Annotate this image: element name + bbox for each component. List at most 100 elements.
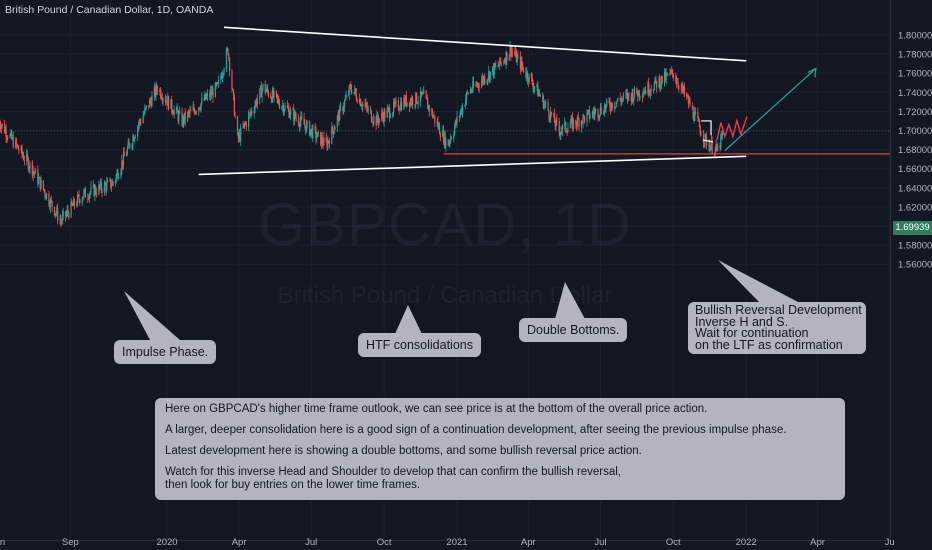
candle-body: [605, 104, 607, 110]
candle-body: [477, 83, 479, 87]
y-tick-label: 1.56000: [898, 260, 932, 271]
callout-pointer-htf: [395, 305, 422, 334]
y-tick-label: 1.64000: [898, 183, 932, 194]
candle-body: [477, 83, 479, 86]
callout-bullish-reversal[interactable]: Bullish Reversal Development Inverse H a…: [688, 302, 866, 354]
candle-body: [661, 75, 663, 83]
candle-body: [558, 121, 560, 132]
candle-body: [67, 209, 69, 214]
candle-body: [292, 109, 294, 111]
candle-body: [358, 99, 361, 103]
candle-body: [442, 130, 444, 137]
candle-body: [59, 219, 61, 221]
candle-body: [660, 75, 663, 85]
candle-body: [370, 108, 372, 111]
candle-body: [68, 213, 70, 218]
x-tick-label: 2020: [156, 537, 177, 548]
candle-body: [627, 92, 629, 100]
candle-body: [150, 101, 152, 107]
candle-body: [215, 83, 217, 86]
candle-body: [148, 99, 151, 108]
candle-body: [95, 187, 97, 193]
candle-body: [565, 130, 567, 132]
candle-body: [354, 88, 356, 93]
candle-body: [392, 112, 394, 117]
candle-body: [128, 141, 130, 144]
candle-body: [409, 99, 411, 107]
candle-body: [393, 101, 395, 113]
candle-body: [6, 137, 8, 139]
candle-body: [691, 106, 693, 108]
candle-body: [15, 139, 17, 148]
candle-body: [57, 208, 59, 221]
candle-body: [422, 93, 424, 95]
candle-body: [398, 109, 400, 111]
candle-body: [115, 174, 117, 181]
candle-body: [603, 106, 605, 115]
candle-body: [665, 73, 667, 80]
candle-body: [328, 140, 330, 142]
candle-body: [164, 98, 167, 102]
candle-body: [18, 149, 20, 151]
candle-body: [614, 106, 617, 108]
candle-body: [199, 108, 201, 110]
candle-body: [570, 118, 572, 125]
candle-body: [81, 198, 83, 203]
candle-body: [680, 87, 682, 89]
candle-body: [267, 87, 269, 92]
candle-body: [537, 84, 539, 97]
candle-body: [526, 71, 528, 78]
candle-body: [699, 127, 701, 135]
candle-body: [171, 99, 173, 111]
candle-body: [638, 90, 640, 97]
candle-body: [198, 107, 201, 109]
candle-body: [683, 86, 685, 91]
candle-body: [347, 94, 350, 96]
candle-body: [238, 133, 240, 139]
x-tick-label: 2022: [736, 537, 757, 548]
candle-body: [419, 91, 422, 102]
candle-body: [403, 98, 405, 110]
candle-body: [243, 123, 245, 127]
candle-body: [304, 124, 306, 127]
candle-body: [332, 126, 334, 131]
candle-body: [182, 116, 184, 126]
candle-body: [410, 99, 412, 104]
candle-body: [660, 84, 662, 88]
candle-body: [705, 136, 708, 147]
candle-body: [472, 81, 474, 91]
candle-body: [460, 108, 462, 113]
callout-htf-consolidations[interactable]: HTF consolidations: [358, 333, 481, 357]
callout-pointer-bullish: [718, 260, 800, 303]
candle-body: [411, 97, 413, 104]
candle-body: [373, 116, 375, 123]
candle-body: [464, 105, 466, 107]
analysis-note[interactable]: Here on GBPCAD's higher time frame outlo…: [155, 398, 845, 500]
candle-body: [459, 112, 461, 117]
y-tick-label: 1.78000: [898, 50, 932, 61]
candle-body: [583, 116, 586, 123]
candle-body: [153, 87, 155, 96]
candle-body: [466, 92, 468, 94]
candle-body: [494, 63, 496, 67]
callout-impulse-phase[interactable]: Impulse Phase.: [114, 340, 217, 364]
callout-bullish-line: Bullish Reversal Development: [695, 303, 862, 317]
candle-body: [359, 99, 361, 106]
pattern-bracket: [702, 139, 714, 143]
callout-double-bottoms[interactable]: Double Bottoms.: [519, 318, 628, 342]
candle-body: [493, 63, 495, 76]
candle-body: [538, 92, 541, 95]
candle-body: [49, 199, 52, 208]
candle-body: [29, 162, 31, 168]
candle-body: [356, 99, 358, 103]
candle-body: [719, 145, 721, 148]
candle-body: [53, 207, 56, 216]
candle-body: [367, 108, 369, 111]
candle-body: [595, 109, 597, 112]
candle-body: [549, 111, 552, 120]
pattern-bracket: [701, 120, 712, 136]
candle-body: [220, 76, 222, 80]
y-tick-label: 1.76000: [898, 69, 932, 80]
candle-body: [432, 116, 434, 118]
candle-body: [43, 189, 45, 191]
